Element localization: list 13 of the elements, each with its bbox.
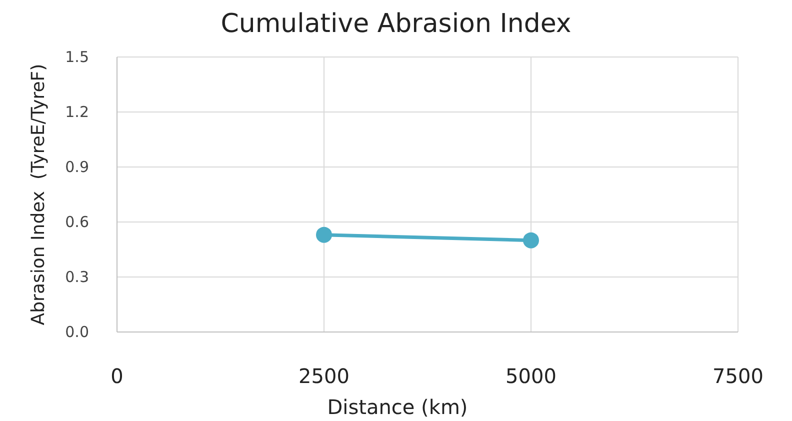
y-axis-title: Abrasion Index (TyreE/TyreF)	[28, 64, 49, 326]
y-tick-label: 1.2	[65, 103, 89, 121]
y-tick-label: 0.3	[65, 268, 89, 286]
chart-title: Cumulative Abrasion Index	[220, 9, 572, 39]
y-tick-label: 0.0	[65, 323, 89, 341]
x-axis-title: Distance (km)	[327, 395, 468, 419]
y-tick-label: 1.5	[65, 48, 89, 66]
x-tick-label: 0	[110, 364, 124, 388]
y-tick-label: 0.9	[65, 158, 89, 176]
y-tick-label: 0.6	[65, 213, 89, 231]
x-tick-label: 7500	[712, 364, 764, 388]
x-tick-label: 5000	[506, 364, 556, 388]
x-tick-label: 2500	[298, 364, 350, 388]
